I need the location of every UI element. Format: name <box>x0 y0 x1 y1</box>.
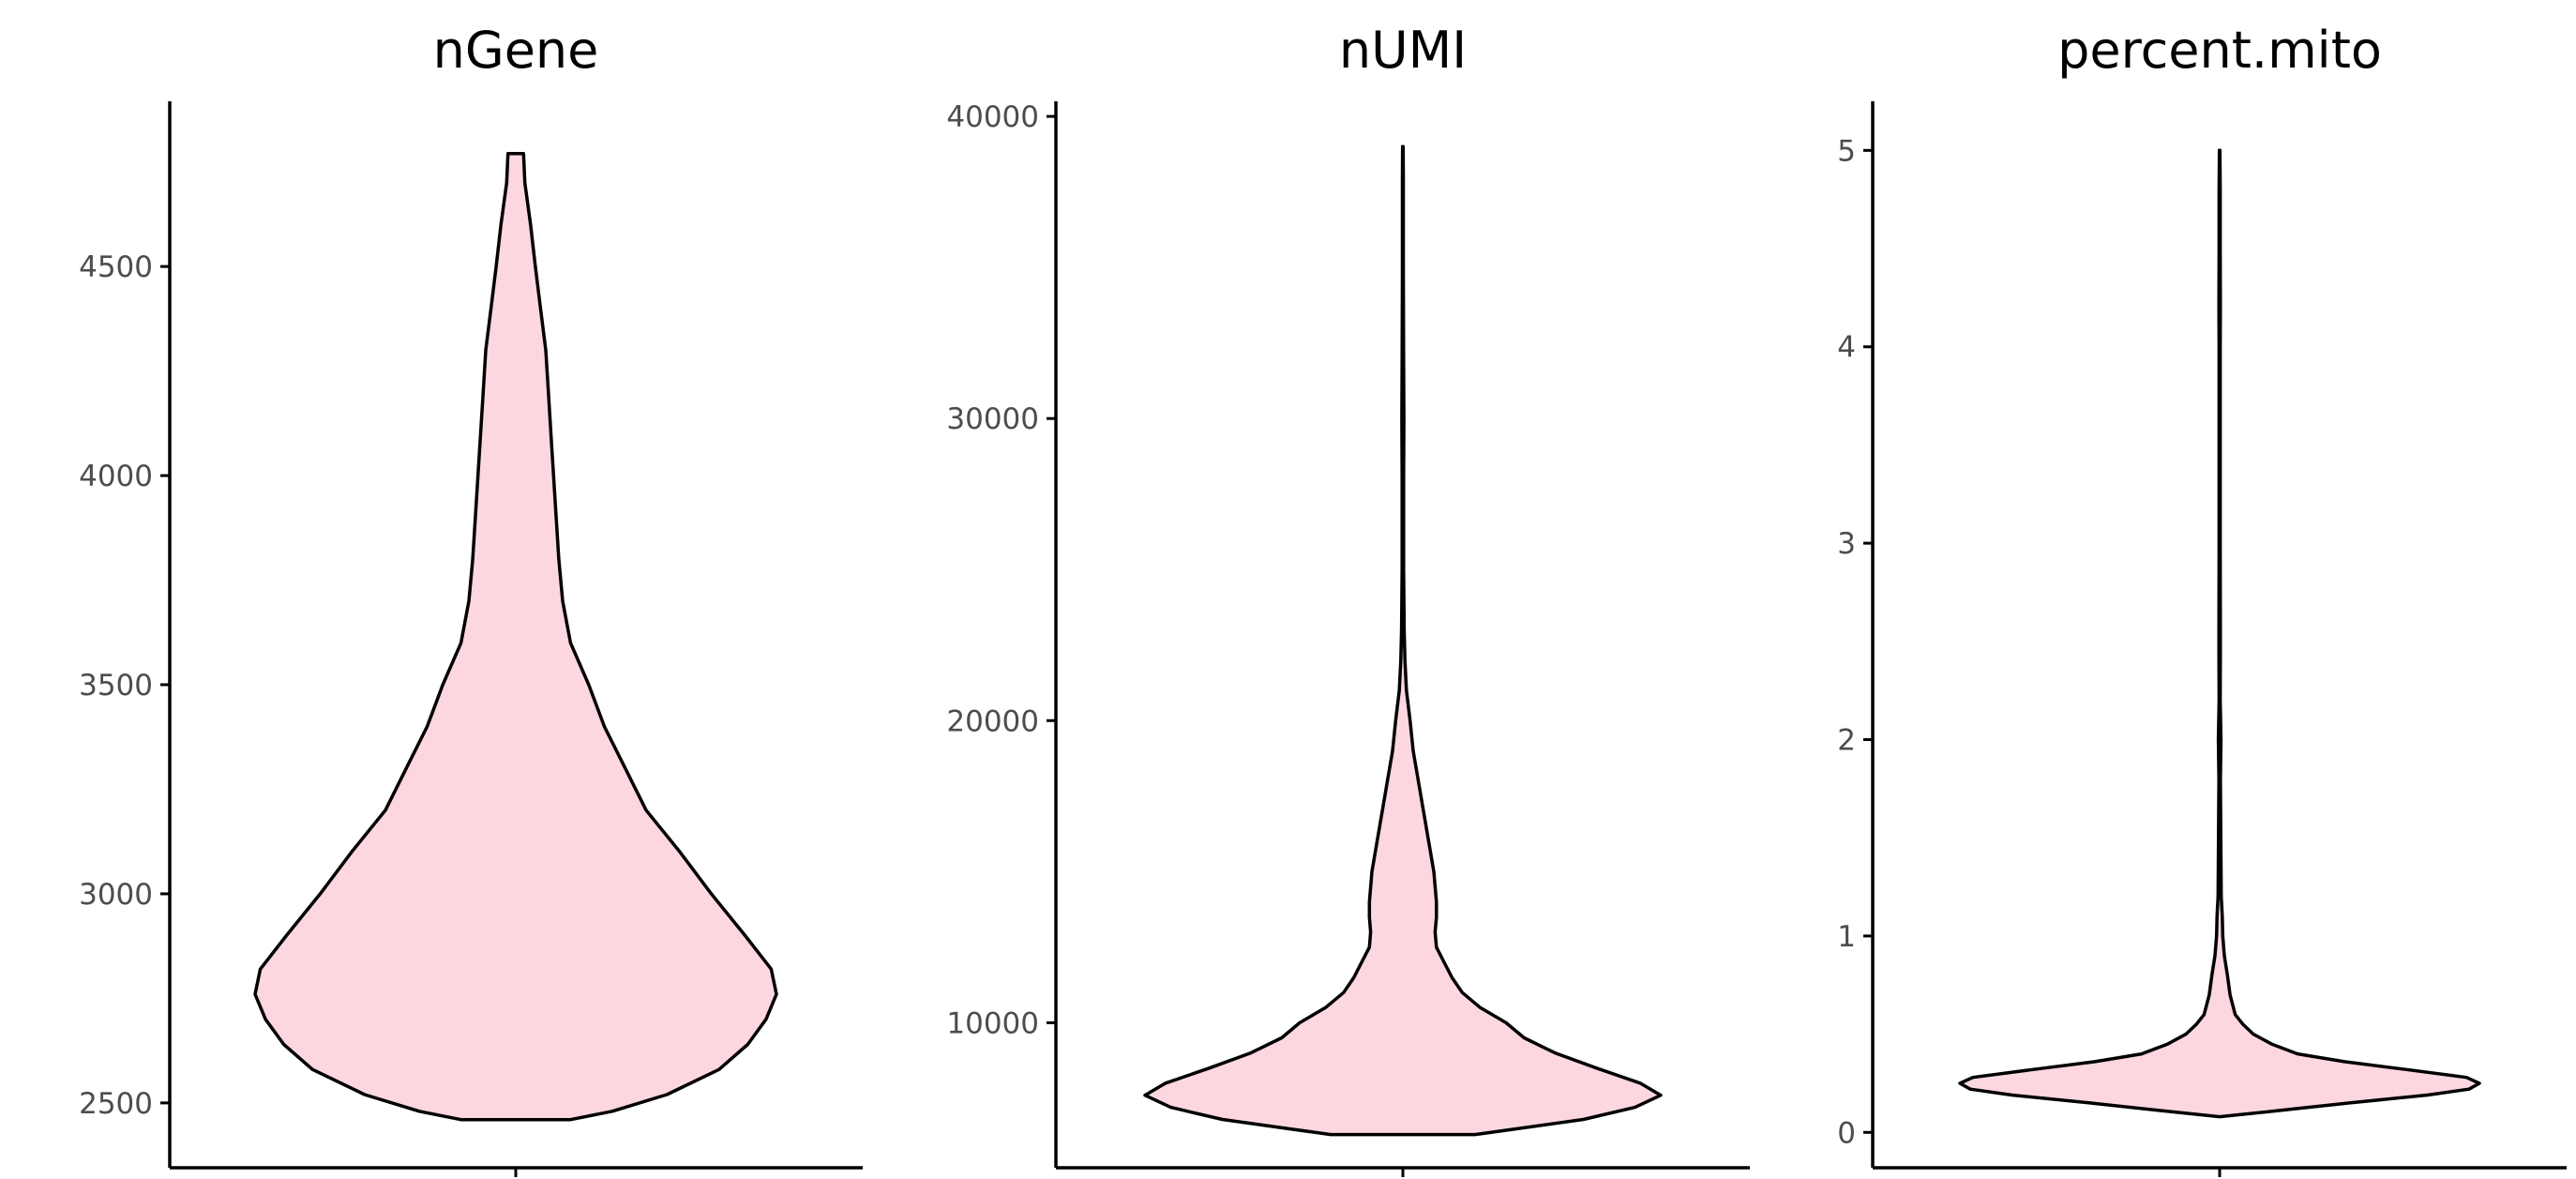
y-tick-label: 3000 <box>79 878 153 912</box>
violin-0 <box>253 151 778 1122</box>
y-tick-label: 2500 <box>79 1087 153 1121</box>
y-tick-label: 1 <box>1837 920 1856 954</box>
violin-1 <box>1143 144 1663 1137</box>
y-tick-label: 0 <box>1837 1116 1856 1150</box>
panel-percent-mito: percent.mito 0 1 2 3 4 5 <box>1837 21 2567 1177</box>
violin-2 <box>1958 148 2481 1119</box>
y-tick-label: 3500 <box>79 669 153 703</box>
y-tick-label: 40000 <box>946 100 1039 134</box>
panel-title-numi: nUMI <box>1339 21 1467 80</box>
y-tick-label: 3 <box>1837 527 1856 561</box>
y-tick-label: 30000 <box>946 402 1039 436</box>
panel-title-percent-mito: percent.mito <box>2057 21 2382 80</box>
y-tick-label: 4000 <box>79 460 153 493</box>
y-tick-label: 4 <box>1837 331 1856 365</box>
panel-numi: nUMI 10000 20000 30000 40000 <box>946 21 1750 1177</box>
y-tick-label: 10000 <box>946 1006 1039 1040</box>
y-tick-label: 2 <box>1837 724 1856 758</box>
y-tick-label: 5 <box>1837 134 1856 168</box>
y-tick-label: 4500 <box>79 250 153 284</box>
panel-ngene: nGene 2500 3000 3500 4000 4500 <box>79 21 863 1177</box>
panel-title-ngene: nGene <box>433 21 599 80</box>
y-tick-label: 20000 <box>946 704 1039 738</box>
